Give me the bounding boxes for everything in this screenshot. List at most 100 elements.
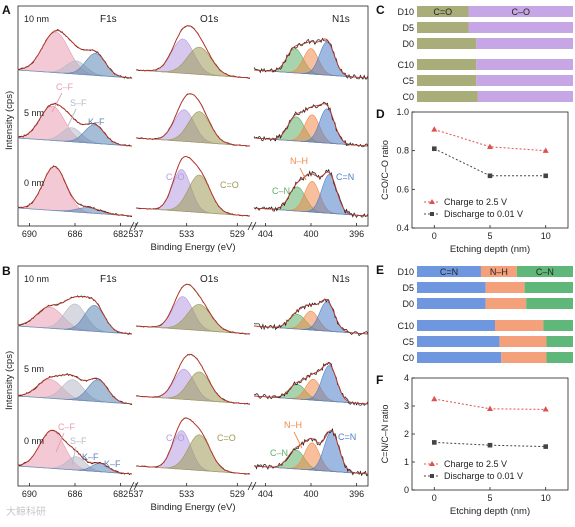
panel-f-point-0-2	[542, 406, 549, 412]
panel-b-annotation-arrow-0	[55, 432, 65, 453]
panel-b-depth-1: 5 nm	[24, 364, 44, 374]
panel-a-axis-break-1b	[251, 221, 257, 231]
panel-d-point-0-1	[487, 143, 493, 149]
panel-f-xtick-label-1: 5	[487, 493, 492, 503]
panel-a-core-label-O1s: O1s	[200, 14, 218, 25]
panel-a-fit-N1s-0	[253, 38, 369, 79]
panel-a-peak-O1s-0-CO_double	[135, 46, 251, 79]
panel-b-fit-N1s-1	[253, 362, 369, 405]
panel-a-fit-F1s-2	[18, 166, 133, 217]
panel-f-legend-marker-0	[429, 461, 435, 466]
panel-b-annotation-arrow-1	[71, 446, 77, 466]
panel-e-category-D0: D0	[402, 299, 414, 309]
panel-c-bar-C5-0	[417, 75, 477, 86]
panel-a-annotation-7: C=N	[336, 172, 354, 182]
panel-d-point-1-2	[543, 173, 549, 179]
panel-b-fit-N1s-0	[253, 298, 369, 335]
panel-b-xlabel: Binding Energy (eV)	[150, 502, 235, 513]
panel-a-ylabel: Intensity (cps)	[4, 91, 15, 150]
panel-b-axis-break-1	[247, 481, 253, 491]
panel-f-point-1-1	[487, 442, 493, 448]
panel-c-category-D10: D10	[397, 7, 414, 17]
panel-b-fit-O1s-2	[135, 417, 251, 475]
panel-d-ytick-label-2: 0.8	[396, 146, 409, 156]
panel-b-xtick-label-N1s-1: 400	[303, 489, 318, 499]
panel-d-ytick-label-0: 0.4	[396, 223, 409, 233]
panel-e-category-D10: D10	[397, 267, 414, 277]
panel-b-peak-O1s-0-CO_double	[135, 304, 251, 335]
panel-d-point-1-1	[487, 173, 493, 179]
panel-a-annotation-4: C=O	[220, 180, 239, 190]
panel-f-ylabel: C=N/C–N ratio	[380, 405, 390, 464]
panel-e-category-C5: C5	[402, 337, 414, 347]
panel-d-xtick-label-0: 0	[432, 231, 437, 241]
panel-c-bar-D5-0	[417, 22, 469, 33]
panel-b-xtick-label-O1s-0: 537	[128, 489, 143, 499]
panel-a-peak-F1s-2-CF	[17, 166, 133, 217]
panel-b-annotation-7: C–N	[270, 448, 288, 458]
panel-e-bar-D0-2	[526, 298, 573, 309]
panel-b-axis-break-1b	[251, 481, 257, 491]
panel-f-letter: F	[376, 373, 383, 387]
panel-b-xtick-label-O1s-2: 529	[230, 489, 245, 499]
panel-a-xlabel: Binding Energy (eV)	[150, 242, 235, 253]
panel-e-bar-C5-1	[499, 336, 547, 347]
panel-d-letter: D	[376, 107, 385, 121]
panel-e-series-label-1: N–H	[490, 267, 508, 277]
panel-a-annotation-arrow-1	[67, 108, 77, 127]
panel-e-bar-C5-0	[417, 336, 500, 347]
panel-c-category-D0: D0	[402, 39, 414, 49]
panel-e-bar-C10-1	[495, 320, 544, 331]
panel-b-xtick-label-F1s-0: 690	[22, 489, 37, 499]
panel-b-annotation-8: C=N	[338, 432, 356, 442]
panel-e-series-label-2: C–N	[536, 267, 554, 277]
panel-b-annotation-5: C=O	[217, 433, 236, 443]
panel-d-point-0-2	[542, 147, 549, 153]
panel-a-fit-F1s-1	[17, 103, 133, 147]
panel-a-axis-break-1	[247, 221, 253, 231]
panel-f-point-0-1	[487, 405, 493, 411]
panel-e-series-label-0: C=N	[440, 267, 458, 277]
panel-b-fit-N1s-2	[253, 430, 369, 475]
panel-e-bar-D0-1	[485, 298, 527, 309]
panel-a-annotation-2: K–F	[88, 117, 105, 127]
panel-b-axis-break-0	[129, 481, 135, 491]
panel-d-xtick-label-2: 10	[541, 231, 551, 241]
panel-e-bar-D0-0	[417, 298, 486, 309]
panel-a-raw-N1s-0	[253, 37, 369, 80]
panel-b-core-label-F1s: F1s	[100, 274, 117, 285]
panel-b-core-label-O1s: O1s	[200, 274, 218, 285]
panel-c-bar-C0-1	[477, 91, 573, 102]
panel-e-bar-D10-1	[480, 266, 517, 277]
panel-c-bar-D10-1	[468, 6, 573, 17]
panel-a-letter: A	[2, 3, 11, 17]
panel-b-letter: B	[2, 264, 11, 278]
panel-d-legend-label-1: Discharge to 0.01 V	[444, 209, 523, 219]
panel-c-bar-D5-1	[468, 22, 573, 33]
panel-a-depth-2: 0 nm	[24, 178, 44, 188]
panel-f-ytick-label-2: 2	[404, 429, 409, 439]
panel-a-axis-break-0	[129, 221, 135, 231]
panel-a-core-label-F1s: F1s	[100, 14, 117, 25]
panel-a-peak-O1s-1-CO_double	[135, 111, 251, 147]
panel-a-xtick-label-F1s-1: 686	[67, 229, 82, 239]
panel-c-bar-C10-0	[417, 59, 477, 70]
panel-f-ytick-label-0: 0	[404, 485, 409, 495]
panel-b-fit-O1s-0	[135, 283, 251, 335]
panel-a-fit-N1s-2	[253, 171, 369, 217]
panel-c-category-C5: C5	[402, 76, 414, 86]
panel-f-point-1-2	[543, 444, 549, 449]
panel-d-legend-marker-1	[430, 212, 434, 216]
panel-e-letter: E	[376, 263, 384, 277]
panel-b-annotation-2: K–F	[82, 452, 99, 462]
panel-a-frame	[17, 5, 369, 227]
panel-a-xtick-label-O1s-1: 533	[179, 229, 194, 239]
panel-b-annotation-3: K–F	[104, 459, 121, 469]
panel-e-bar-C10-0	[417, 320, 495, 331]
panel-f-point-1-0	[431, 440, 437, 445]
panel-e-bar-D5-0	[417, 282, 486, 293]
panel-b-xtick-label-N1s-0: 404	[258, 489, 273, 499]
panel-b-xtick-label-N1s-2: 396	[349, 489, 364, 499]
panel-b-depth-2: 0 nm	[24, 436, 44, 446]
